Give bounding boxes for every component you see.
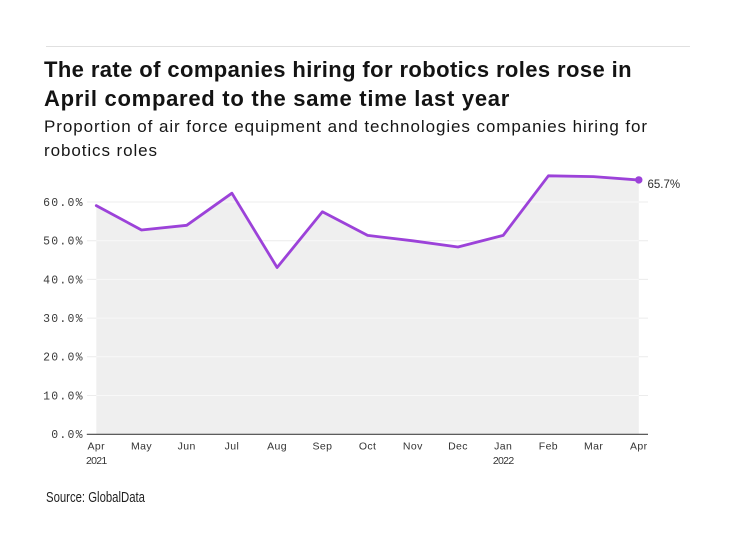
svg-text:40.0%: 40.0% — [43, 274, 84, 287]
svg-text:60.0%: 60.0% — [43, 197, 84, 210]
svg-text:Feb: Feb — [539, 441, 558, 453]
svg-text:Nov: Nov — [403, 441, 423, 453]
svg-text:Jun: Jun — [178, 441, 196, 453]
svg-text:65.7%: 65.7% — [648, 179, 681, 191]
svg-text:Dec: Dec — [448, 441, 468, 453]
svg-text:Apr: Apr — [88, 441, 106, 453]
svg-text:Apr: Apr — [630, 441, 648, 453]
svg-text:Sep: Sep — [312, 441, 332, 453]
svg-text:10.0%: 10.0% — [43, 390, 84, 403]
svg-text:Oct: Oct — [359, 441, 377, 453]
svg-text:50.0%: 50.0% — [43, 236, 84, 249]
svg-text:May: May — [131, 441, 152, 453]
svg-text:Jul: Jul — [225, 441, 240, 453]
svg-text:Aug: Aug — [267, 441, 287, 453]
svg-text:2022: 2022 — [493, 455, 514, 467]
svg-text:30.0%: 30.0% — [43, 313, 84, 326]
svg-text:20.0%: 20.0% — [43, 352, 84, 365]
svg-text:Jan: Jan — [494, 441, 512, 453]
svg-text:Mar: Mar — [584, 441, 603, 453]
svg-text:0.0%: 0.0% — [51, 429, 83, 442]
svg-text:2021: 2021 — [86, 455, 107, 467]
